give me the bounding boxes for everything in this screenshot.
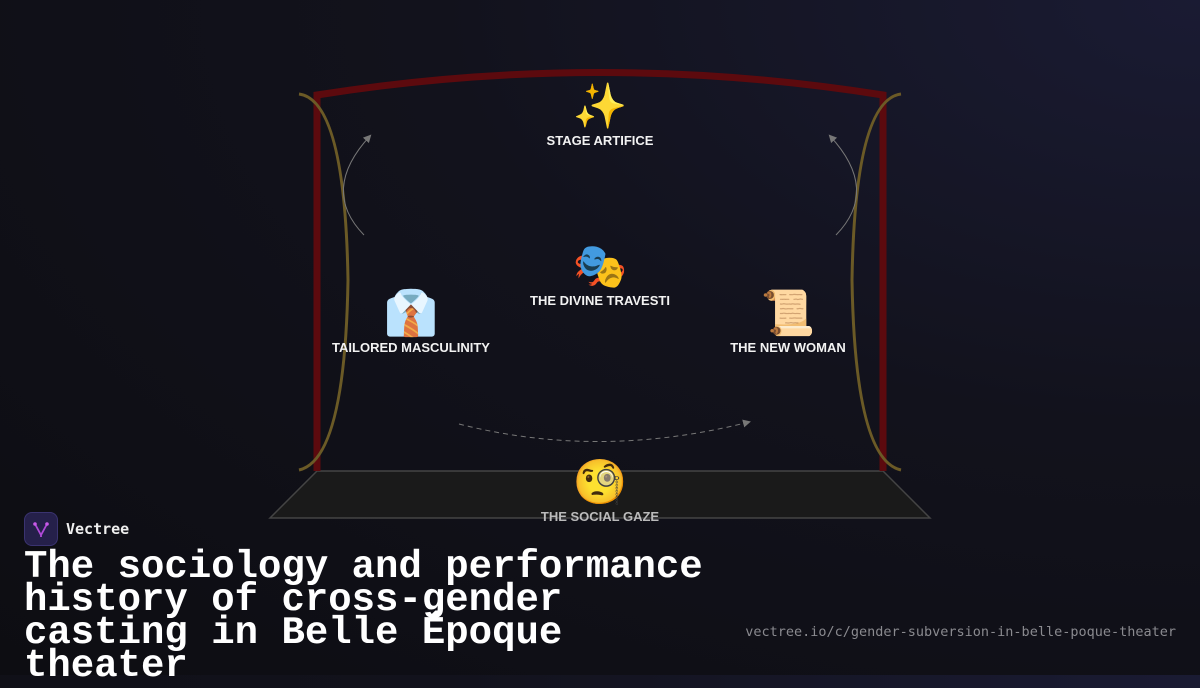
brand-name: Vectree [66, 520, 130, 538]
page-url: vectree.io/c/gender-subversion-in-belle-… [745, 624, 1176, 640]
shirt-and-tie-icon: 👔 [383, 289, 439, 338]
arrow-gaze-dashed [458, 419, 751, 442]
vectree-logo-icon [24, 512, 58, 546]
node-label: THE SOCIAL GAZE [540, 509, 660, 524]
proscenium-frame [313, 69, 887, 471]
node-stage-artifice: ✨ STAGE ARTIFICE [547, 82, 654, 150]
node-new-woman: 📜 THE NEW WOMAN [730, 289, 846, 357]
node-tailored-masculinity: 👔 TAILORED MASCULINITY [332, 289, 490, 357]
stage-floor [268, 470, 932, 519]
arrow-new-woman-to-artifice [828, 134, 857, 236]
brand: Vectree [24, 512, 129, 546]
scroll-icon: 📜 [760, 289, 816, 338]
right-curtain-drape [850, 92, 902, 472]
node-label: STAGE ARTIFICE [546, 133, 654, 148]
page-title: The sociology and performance history of… [24, 545, 703, 688]
performing-arts-masks-icon: 🎭 [572, 242, 628, 291]
monocle-face-icon: 🧐 [572, 458, 628, 507]
node-label: THE NEW WOMAN [730, 340, 846, 355]
node-divine-travesti: 🎭 THE DIVINE TRAVESTI [530, 242, 670, 310]
node-social-gaze: 🧐 THE SOCIAL GAZE [541, 458, 659, 526]
node-label: THE DIVINE TRAVESTI [530, 293, 670, 308]
sparkles-icon: ✨ [572, 82, 628, 131]
left-curtain-drape [298, 92, 350, 472]
node-label: TAILORED MASCULINITY [332, 340, 490, 355]
arrow-masculinity-to-artifice [343, 134, 372, 236]
